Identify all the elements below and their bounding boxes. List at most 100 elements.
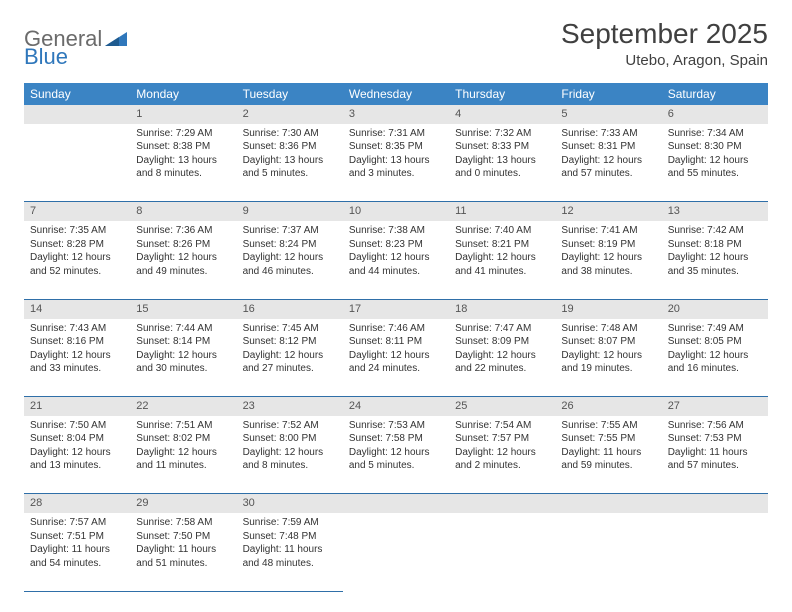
day-number-cell: 22 xyxy=(130,397,236,416)
day-cell: Sunrise: 7:52 AMSunset: 8:00 PMDaylight:… xyxy=(237,416,343,494)
day-cell: Sunrise: 7:59 AMSunset: 7:48 PMDaylight:… xyxy=(237,513,343,591)
day-number-cell: 3 xyxy=(343,105,449,124)
day-cell: Sunrise: 7:51 AMSunset: 8:02 PMDaylight:… xyxy=(130,416,236,494)
day-cell: Sunrise: 7:30 AMSunset: 8:36 PMDaylight:… xyxy=(237,124,343,202)
day-number-cell: 24 xyxy=(343,397,449,416)
day-number-cell: 30 xyxy=(237,494,343,513)
day-cell: Sunrise: 7:32 AMSunset: 8:33 PMDaylight:… xyxy=(449,124,555,202)
day-details: Sunrise: 7:36 AMSunset: 8:26 PMDaylight:… xyxy=(130,221,236,282)
day-number-cell: 2 xyxy=(237,105,343,124)
day-details: Sunrise: 7:43 AMSunset: 8:16 PMDaylight:… xyxy=(24,319,130,380)
day-cell: Sunrise: 7:49 AMSunset: 8:05 PMDaylight:… xyxy=(662,319,768,397)
day-number-cell: 5 xyxy=(555,105,661,124)
day-details: Sunrise: 7:58 AMSunset: 7:50 PMDaylight:… xyxy=(130,513,236,574)
day-number-cell: 25 xyxy=(449,397,555,416)
day-cell xyxy=(449,513,555,591)
weekday-header: Monday xyxy=(130,83,236,105)
day-cell: Sunrise: 7:33 AMSunset: 8:31 PMDaylight:… xyxy=(555,124,661,202)
weekday-header: Wednesday xyxy=(343,83,449,105)
day-details: Sunrise: 7:48 AMSunset: 8:07 PMDaylight:… xyxy=(555,319,661,380)
day-number-cell: 9 xyxy=(237,202,343,221)
day-cell: Sunrise: 7:54 AMSunset: 7:57 PMDaylight:… xyxy=(449,416,555,494)
day-number-cell xyxy=(662,494,768,513)
day-details: Sunrise: 7:45 AMSunset: 8:12 PMDaylight:… xyxy=(237,319,343,380)
day-cell: Sunrise: 7:55 AMSunset: 7:55 PMDaylight:… xyxy=(555,416,661,494)
weekday-header: Tuesday xyxy=(237,83,343,105)
day-number-cell: 10 xyxy=(343,202,449,221)
day-cell: Sunrise: 7:56 AMSunset: 7:53 PMDaylight:… xyxy=(662,416,768,494)
logo-mark-icon xyxy=(105,28,127,51)
weekday-header: Friday xyxy=(555,83,661,105)
day-cell: Sunrise: 7:35 AMSunset: 8:28 PMDaylight:… xyxy=(24,221,130,299)
day-number-cell: 11 xyxy=(449,202,555,221)
header: General September 2025 Utebo, Aragon, Sp… xyxy=(24,18,768,69)
day-number-cell: 18 xyxy=(449,299,555,318)
day-cell: Sunrise: 7:36 AMSunset: 8:26 PMDaylight:… xyxy=(130,221,236,299)
day-cell: Sunrise: 7:29 AMSunset: 8:38 PMDaylight:… xyxy=(130,124,236,202)
day-cell: Sunrise: 7:45 AMSunset: 8:12 PMDaylight:… xyxy=(237,319,343,397)
day-cell xyxy=(343,513,449,591)
day-details: Sunrise: 7:30 AMSunset: 8:36 PMDaylight:… xyxy=(237,124,343,185)
day-cell: Sunrise: 7:53 AMSunset: 7:58 PMDaylight:… xyxy=(343,416,449,494)
day-number-cell: 13 xyxy=(662,202,768,221)
day-cell: Sunrise: 7:40 AMSunset: 8:21 PMDaylight:… xyxy=(449,221,555,299)
day-number-cell: 27 xyxy=(662,397,768,416)
day-cell: Sunrise: 7:58 AMSunset: 7:50 PMDaylight:… xyxy=(130,513,236,591)
day-details: Sunrise: 7:57 AMSunset: 7:51 PMDaylight:… xyxy=(24,513,130,574)
day-number-cell: 8 xyxy=(130,202,236,221)
day-number-cell xyxy=(343,494,449,513)
day-details: Sunrise: 7:44 AMSunset: 8:14 PMDaylight:… xyxy=(130,319,236,380)
day-cell xyxy=(555,513,661,591)
day-cell: Sunrise: 7:34 AMSunset: 8:30 PMDaylight:… xyxy=(662,124,768,202)
day-cell: Sunrise: 7:44 AMSunset: 8:14 PMDaylight:… xyxy=(130,319,236,397)
day-details: Sunrise: 7:46 AMSunset: 8:11 PMDaylight:… xyxy=(343,319,449,380)
day-details: Sunrise: 7:35 AMSunset: 8:28 PMDaylight:… xyxy=(24,221,130,282)
day-number-cell xyxy=(555,494,661,513)
day-number-cell: 15 xyxy=(130,299,236,318)
day-cell: Sunrise: 7:50 AMSunset: 8:04 PMDaylight:… xyxy=(24,416,130,494)
day-details: Sunrise: 7:32 AMSunset: 8:33 PMDaylight:… xyxy=(449,124,555,185)
day-details: Sunrise: 7:31 AMSunset: 8:35 PMDaylight:… xyxy=(343,124,449,185)
day-number-cell: 14 xyxy=(24,299,130,318)
day-details: Sunrise: 7:40 AMSunset: 8:21 PMDaylight:… xyxy=(449,221,555,282)
day-number-cell: 16 xyxy=(237,299,343,318)
day-number-cell: 6 xyxy=(662,105,768,124)
location-label: Utebo, Aragon, Spain xyxy=(561,52,768,69)
day-number-cell xyxy=(449,494,555,513)
day-cell: Sunrise: 7:37 AMSunset: 8:24 PMDaylight:… xyxy=(237,221,343,299)
day-number-cell: 1 xyxy=(130,105,236,124)
day-details: Sunrise: 7:50 AMSunset: 8:04 PMDaylight:… xyxy=(24,416,130,477)
day-cell: Sunrise: 7:31 AMSunset: 8:35 PMDaylight:… xyxy=(343,124,449,202)
day-cell: Sunrise: 7:43 AMSunset: 8:16 PMDaylight:… xyxy=(24,319,130,397)
day-number-cell: 12 xyxy=(555,202,661,221)
day-number-cell: 20 xyxy=(662,299,768,318)
day-details: Sunrise: 7:54 AMSunset: 7:57 PMDaylight:… xyxy=(449,416,555,477)
day-cell: Sunrise: 7:57 AMSunset: 7:51 PMDaylight:… xyxy=(24,513,130,591)
day-details: Sunrise: 7:42 AMSunset: 8:18 PMDaylight:… xyxy=(662,221,768,282)
day-details: Sunrise: 7:29 AMSunset: 8:38 PMDaylight:… xyxy=(130,124,236,185)
day-number-cell: 23 xyxy=(237,397,343,416)
calendar-table: SundayMondayTuesdayWednesdayThursdayFrid… xyxy=(24,83,768,592)
logo-text-blue: Blue xyxy=(24,44,68,69)
day-cell xyxy=(24,124,130,202)
day-number-cell: 28 xyxy=(24,494,130,513)
day-details: Sunrise: 7:38 AMSunset: 8:23 PMDaylight:… xyxy=(343,221,449,282)
page-title: September 2025 xyxy=(561,18,768,50)
day-details: Sunrise: 7:59 AMSunset: 7:48 PMDaylight:… xyxy=(237,513,343,574)
day-number-cell: 4 xyxy=(449,105,555,124)
day-cell xyxy=(662,513,768,591)
calendar-header-row: SundayMondayTuesdayWednesdayThursdayFrid… xyxy=(24,83,768,105)
day-cell: Sunrise: 7:38 AMSunset: 8:23 PMDaylight:… xyxy=(343,221,449,299)
day-cell: Sunrise: 7:47 AMSunset: 8:09 PMDaylight:… xyxy=(449,319,555,397)
day-cell: Sunrise: 7:41 AMSunset: 8:19 PMDaylight:… xyxy=(555,221,661,299)
day-number-cell: 29 xyxy=(130,494,236,513)
day-details: Sunrise: 7:55 AMSunset: 7:55 PMDaylight:… xyxy=(555,416,661,477)
day-details: Sunrise: 7:37 AMSunset: 8:24 PMDaylight:… xyxy=(237,221,343,282)
day-details: Sunrise: 7:51 AMSunset: 8:02 PMDaylight:… xyxy=(130,416,236,477)
weekday-header: Sunday xyxy=(24,83,130,105)
day-number-cell: 21 xyxy=(24,397,130,416)
title-block: September 2025 Utebo, Aragon, Spain xyxy=(561,18,768,69)
logo-blue-wrapper: Blue xyxy=(24,44,68,70)
day-details: Sunrise: 7:47 AMSunset: 8:09 PMDaylight:… xyxy=(449,319,555,380)
day-number-cell: 26 xyxy=(555,397,661,416)
